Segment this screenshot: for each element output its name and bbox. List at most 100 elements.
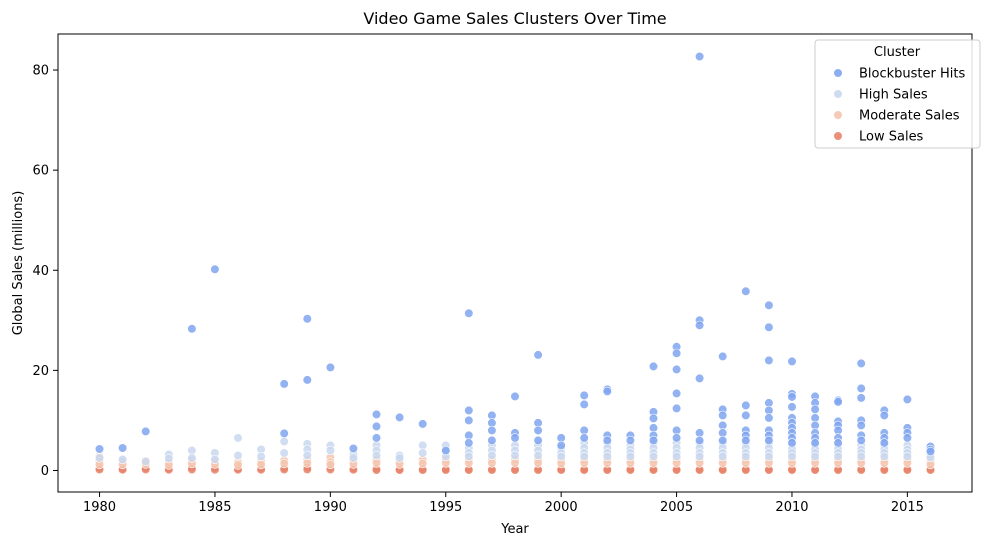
point-blockbuster-hits xyxy=(718,351,728,362)
point-blockbuster-hits xyxy=(418,419,428,429)
point-blockbuster-hits xyxy=(902,433,913,443)
point-blockbuster-hits xyxy=(533,435,543,446)
point-high-sales xyxy=(487,450,497,461)
point-blockbuster-hits xyxy=(141,426,151,437)
point-blockbuster-hits xyxy=(579,433,589,443)
point-blockbuster-hits xyxy=(741,410,751,421)
legend-marker-low-sales xyxy=(833,131,843,141)
legend-marker-blockbuster-hits xyxy=(833,68,843,78)
point-blockbuster-hits xyxy=(694,435,705,446)
point-blockbuster-hits xyxy=(487,435,497,446)
x-tick-label: 1995 xyxy=(429,500,462,515)
point-blockbuster-hits xyxy=(833,438,843,448)
point-blockbuster-hits xyxy=(510,433,520,443)
x-axis-label: Year xyxy=(500,522,529,537)
point-high-sales xyxy=(233,450,243,461)
point-high-sales xyxy=(210,454,220,465)
point-blockbuster-hits xyxy=(602,386,612,397)
chart-title: Video Game Sales Clusters Over Time xyxy=(363,9,666,28)
point-blockbuster-hits xyxy=(210,264,220,274)
point-blockbuster-hits xyxy=(833,397,843,407)
point-blockbuster-hits xyxy=(464,308,474,318)
point-blockbuster-hits xyxy=(279,379,289,389)
point-high-sales xyxy=(579,451,589,462)
point-high-sales xyxy=(117,454,128,465)
point-blockbuster-hits xyxy=(694,373,705,384)
point-blockbuster-hits xyxy=(533,425,543,436)
point-blockbuster-hits xyxy=(464,405,474,416)
point-blockbuster-hits xyxy=(879,410,889,421)
point-high-sales xyxy=(233,433,243,443)
legend-label-moderate-sales: Moderate Sales xyxy=(859,109,960,124)
y-axis-label: Global Sales (millions) xyxy=(11,191,26,336)
point-high-sales xyxy=(279,448,289,458)
point-blockbuster-hits xyxy=(371,433,382,443)
point-high-sales xyxy=(787,451,797,462)
x-tick-label: 2015 xyxy=(891,500,924,515)
plot-frame xyxy=(57,33,973,493)
point-high-sales xyxy=(856,451,866,462)
point-high-sales xyxy=(741,451,751,462)
point-blockbuster-hits xyxy=(787,356,797,367)
point-blockbuster-hits xyxy=(694,320,705,330)
x-tick-label: 1985 xyxy=(198,500,231,515)
y-tick-label: 60 xyxy=(32,164,49,179)
point-blockbuster-hits xyxy=(671,403,682,414)
point-blockbuster-hits xyxy=(187,324,197,334)
point-high-sales xyxy=(556,451,566,462)
x-tick-label: 1990 xyxy=(314,500,347,515)
point-moderate-sales xyxy=(256,459,266,470)
point-blockbuster-hits xyxy=(117,443,128,453)
point-blockbuster-hits xyxy=(764,355,774,366)
point-high-sales xyxy=(810,451,820,462)
point-blockbuster-hits xyxy=(764,300,774,310)
point-blockbuster-hits xyxy=(395,412,405,423)
point-high-sales xyxy=(395,453,405,463)
x-axis: 1980 1985 1990 1995 2000 2005 2010 2015 xyxy=(83,492,924,515)
point-blockbuster-hits xyxy=(718,410,728,421)
point-high-sales xyxy=(648,451,659,462)
legend-marker-high-sales xyxy=(833,89,843,99)
legend-box xyxy=(814,39,981,149)
point-blockbuster-hits xyxy=(671,388,682,399)
point-high-sales xyxy=(164,453,174,464)
point-high-sales xyxy=(371,450,382,461)
point-blockbuster-hits xyxy=(856,358,866,369)
point-blockbuster-hits xyxy=(325,362,336,373)
point-blockbuster-hits xyxy=(718,435,728,446)
point-blockbuster-hits xyxy=(856,420,866,431)
y-tick-label: 80 xyxy=(32,64,49,79)
point-blockbuster-hits xyxy=(464,415,474,426)
legend-label-blockbuster-hits: Blockbuster Hits xyxy=(859,67,965,82)
point-high-sales xyxy=(671,451,682,462)
point-blockbuster-hits xyxy=(487,425,497,436)
point-high-sales xyxy=(718,451,728,462)
point-blockbuster-hits xyxy=(856,393,866,403)
y-axis: 0 20 40 60 80 xyxy=(32,64,58,479)
point-blockbuster-hits xyxy=(371,421,382,432)
point-blockbuster-hits xyxy=(579,390,589,401)
y-tick-label: 0 xyxy=(41,464,49,479)
point-blockbuster-hits xyxy=(856,383,866,394)
point-blockbuster-hits xyxy=(279,428,289,439)
point-high-sales xyxy=(694,451,705,462)
point-blockbuster-hits xyxy=(302,375,312,385)
point-blockbuster-hits xyxy=(579,399,589,410)
point-high-sales xyxy=(256,451,266,462)
point-blockbuster-hits xyxy=(510,391,520,402)
point-blockbuster-hits xyxy=(764,435,774,446)
point-high-sales xyxy=(833,451,843,462)
point-moderate-sales xyxy=(418,458,428,469)
point-blockbuster-hits xyxy=(348,443,359,454)
point-high-sales xyxy=(141,456,151,467)
point-blockbuster-hits xyxy=(787,402,797,412)
point-blockbuster-hits xyxy=(810,404,820,415)
y-tick-label: 20 xyxy=(32,364,49,379)
legend-label-high-sales: High Sales xyxy=(859,88,928,103)
point-blockbuster-hits xyxy=(671,364,682,375)
point-high-sales xyxy=(510,450,520,461)
point-blockbuster-hits xyxy=(648,413,659,424)
point-blockbuster-hits xyxy=(625,435,636,446)
legend: Cluster Blockbuster Hits High Sales Modera… xyxy=(814,39,981,149)
